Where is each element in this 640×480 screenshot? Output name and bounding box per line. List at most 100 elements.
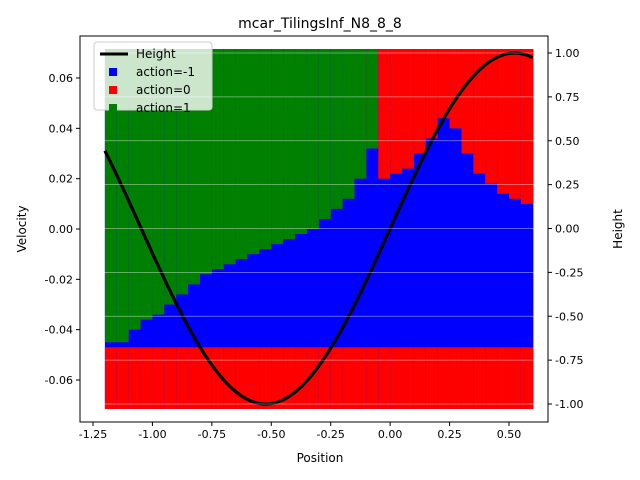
region-action-minus1 [449,49,463,409]
region-action-1 [247,49,260,255]
y-tick-label-right: -0.25 [555,266,583,279]
region-action-1 [306,49,320,229]
region-action-0 [509,347,522,409]
region-action-0 [128,347,142,409]
x-tick-label: -1.25 [79,428,107,441]
x-tick-label: -1.00 [138,428,166,441]
region-action-0 [449,49,463,129]
y-tick-label-right: 0.25 [555,179,580,192]
y-tick-label-left: 0.04 [49,122,74,135]
region-action-0 [378,49,391,179]
region-action-0 [390,49,403,174]
region-action-0 [437,49,451,119]
region-action-0 [497,347,510,409]
legend: Height action=-1 action=0 action=1 [93,41,213,115]
y-tick-label-left: 0.06 [49,72,74,85]
region-action-0 [485,347,498,409]
region-action-1 [354,49,367,179]
region-action-0 [152,347,165,409]
legend-label: action=-1 [136,65,195,79]
region-action-0 [104,347,118,409]
x-axis-label: Position [297,451,344,465]
x-tick-label: -0.75 [198,428,226,441]
region-action-0 [366,347,379,409]
region-action-0 [176,347,189,409]
legend-label: action=1 [136,101,191,115]
region-action-0 [211,347,225,409]
region-action-0 [473,49,486,174]
region-action-1 [223,49,237,265]
region-action-0 [520,347,534,409]
y-tick-label-right: 0.50 [555,135,580,148]
region-action-1 [211,49,225,270]
region-action-0 [295,347,308,409]
region-action-0 [461,49,474,154]
region-action-0 [413,49,427,154]
region-action-0 [354,347,367,409]
region-action-1 [104,49,118,343]
region-action-0 [271,347,284,409]
y-tick-label-right: 1.00 [555,47,580,60]
region-action-0 [223,347,237,409]
y-tick-label-right: 0.75 [555,91,580,104]
region-action-0 [461,347,474,409]
legend-marker-square [109,68,117,76]
region-action-1 [164,49,177,305]
region-action-1 [116,49,130,343]
region-action-1 [330,49,344,209]
y-tick-label-left: -0.06 [45,374,73,387]
region-action-0 [247,347,260,409]
region-action-0 [140,347,154,409]
region-action-0 [425,347,439,409]
region-action-0 [390,347,403,409]
region-action-0 [259,347,272,409]
region-action-0 [402,347,415,409]
region-action-minus1 [425,49,439,409]
region-action-minus1 [437,49,451,409]
region-action-0 [437,347,451,409]
legend-label: action=0 [136,83,191,97]
y-tick-label-right: -0.75 [555,354,583,367]
region-action-1 [128,49,142,330]
legend-marker-square [109,104,117,112]
x-tick-label: 0.50 [497,428,522,441]
region-action-0 [378,347,391,409]
region-action-1 [342,49,356,199]
y-tick-label-left: -0.04 [45,324,73,337]
region-action-0 [330,347,344,409]
y-tick-label-left: 0.00 [49,223,74,236]
region-action-1 [259,49,272,250]
legend-box [93,41,213,111]
region-action-0 [306,347,320,409]
region-action-0 [497,49,510,194]
x-tick-label: -0.50 [257,428,285,441]
region-action-1 [283,49,296,240]
x-tick-label: 0.25 [437,428,462,441]
region-action-0 [509,49,522,199]
chart-title: mcar_TilingsInf_N8_8_8 [238,16,402,32]
region-action-0 [402,49,415,169]
region-action-0 [164,347,177,409]
region-action-1 [235,49,249,260]
region-action-0 [473,347,486,409]
x-tick-label: 0.00 [378,428,403,441]
region-action-0 [342,347,356,409]
region-action-1 [152,49,165,315]
y-tick-label-right: -1.00 [555,398,583,411]
region-action-0 [188,347,201,409]
y-tick-label-right: 0.00 [555,223,580,236]
region-action-0 [485,49,498,184]
region-action-0 [116,347,130,409]
plot-area [80,49,548,409]
region-action-1 [318,49,332,219]
region-action-0 [413,347,427,409]
region-action-0 [449,347,463,409]
y-tick-label-left: -0.02 [45,273,73,286]
axes: -1.25 -1.00 -0.75 -0.50 -0.25 0.00 0.25 0.50 -0.… [45,35,583,441]
region-action-1 [271,49,284,245]
y-axis-label-left: Velocity [15,205,29,252]
x-tick-label: -0.25 [316,428,344,441]
region-action-1 [295,49,308,235]
region-action-0 [520,49,534,204]
